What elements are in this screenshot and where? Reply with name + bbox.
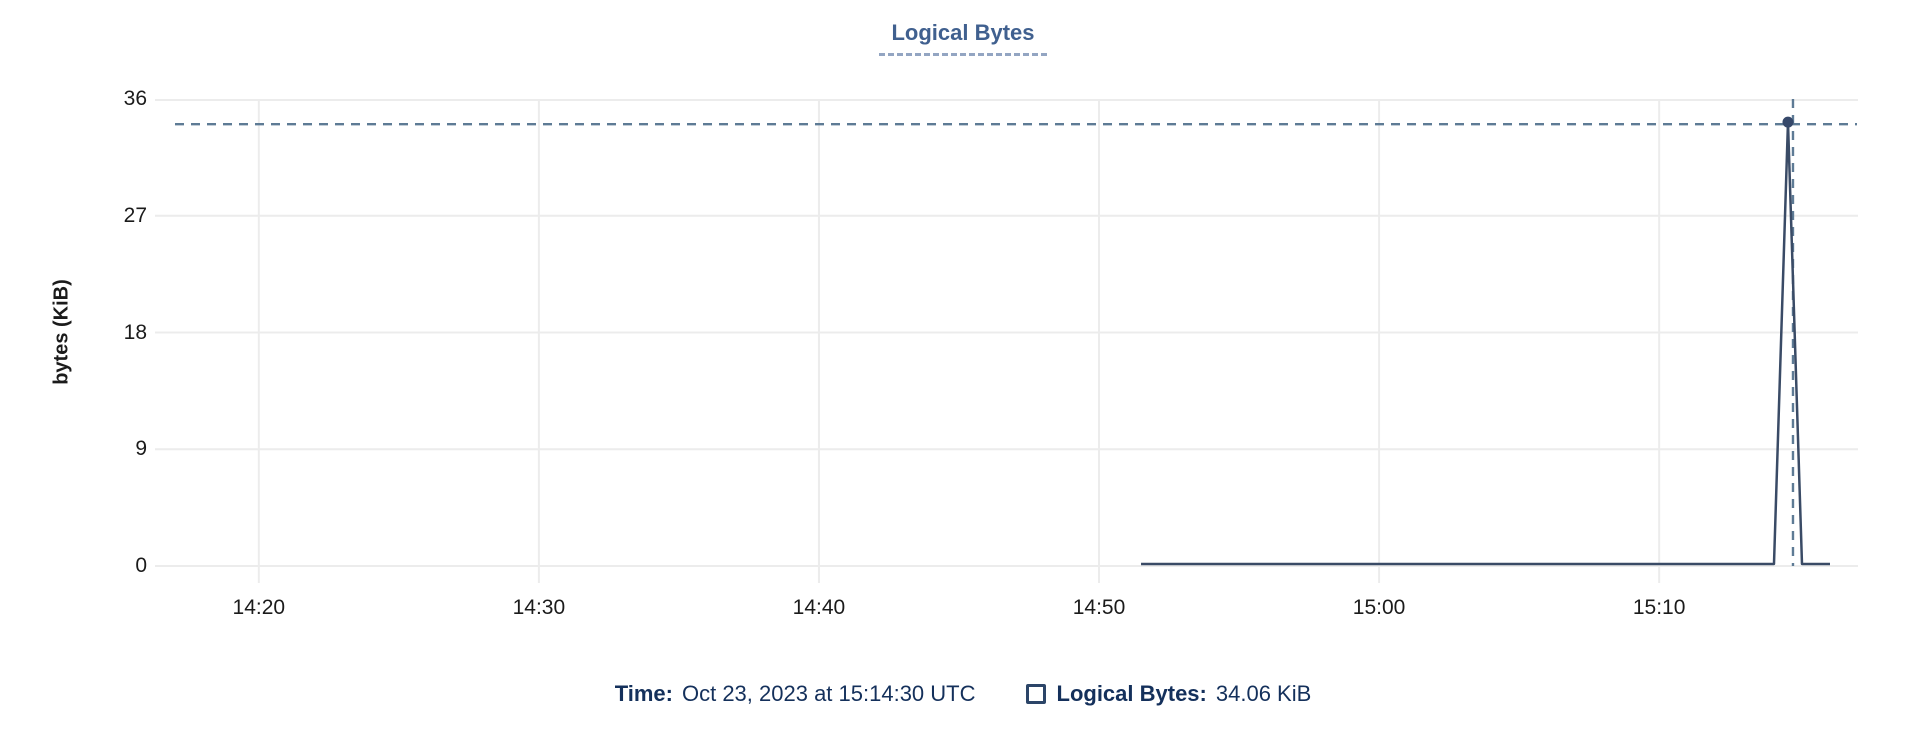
y-tick-label: 0 xyxy=(135,554,147,577)
tooltip-bar: Time: Oct 23, 2023 at 15:14:30 UTC Logic… xyxy=(0,681,1926,707)
tooltip-time-label: Time: xyxy=(614,681,673,706)
x-tick-label: 15:00 xyxy=(1352,596,1406,619)
x-tick-label: 14:50 xyxy=(1072,596,1126,619)
x-tick-label: 14:20 xyxy=(232,596,286,619)
chart-title[interactable]: Logical Bytes xyxy=(879,20,1047,56)
y-tick-label: 9 xyxy=(135,437,147,461)
y-tick-label: 36 xyxy=(123,87,147,110)
tooltip-series-label: Logical Bytes: xyxy=(1056,681,1207,706)
plot-area[interactable] xyxy=(155,99,1858,583)
tooltip-series-value: 34.06 KiB xyxy=(1215,681,1312,706)
legend-square-icon xyxy=(1025,684,1046,704)
x-tick-label: 14:40 xyxy=(792,596,846,619)
hover-point-dot xyxy=(1782,116,1794,128)
y-tick-label: 18 xyxy=(123,320,147,344)
chart-title-row: Logical Bytes xyxy=(0,20,1926,56)
tooltip-time-value: Oct 23, 2023 at 15:14:30 UTC xyxy=(681,681,976,706)
y-tick-label: 27 xyxy=(123,203,147,227)
series-line xyxy=(1141,120,1830,566)
chart-svg xyxy=(155,99,1858,583)
x-tick-label: 14:30 xyxy=(512,596,566,619)
x-tick-label: 15:10 xyxy=(1632,596,1686,619)
